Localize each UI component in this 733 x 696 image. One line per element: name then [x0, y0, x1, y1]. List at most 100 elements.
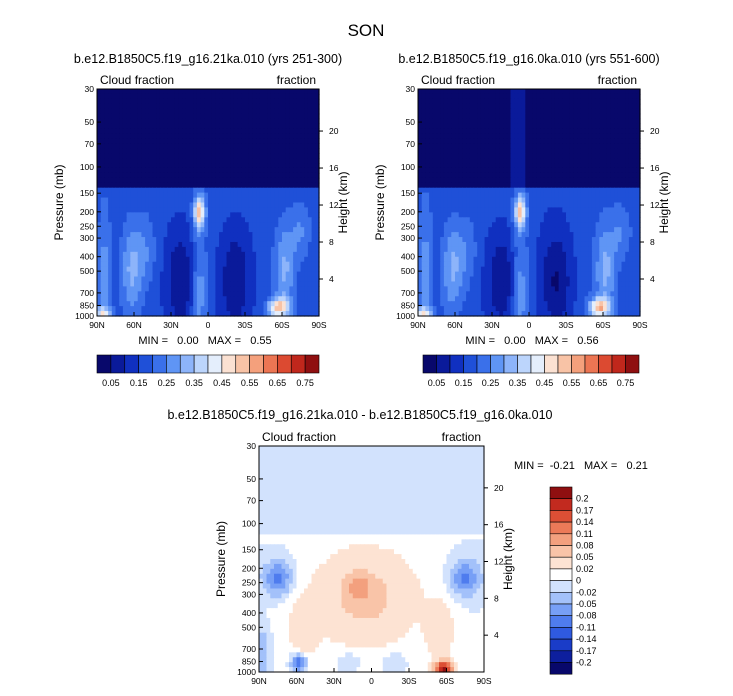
- contour-cell: [248, 222, 253, 228]
- contour-cell: [274, 108, 279, 115]
- contour-cell: [566, 261, 571, 268]
- contour-cell: [159, 246, 165, 253]
- contour-cell: [97, 286, 102, 292]
- contour-cell: [628, 163, 634, 169]
- contour-cell: [529, 163, 534, 169]
- contour-cell: [267, 153, 272, 159]
- contour-cell: [307, 306, 313, 312]
- contour-cell: [517, 232, 523, 238]
- contour-cell: [185, 163, 191, 169]
- contour-cell: [145, 296, 150, 302]
- contour-cell: [432, 256, 438, 263]
- contour-cell: [208, 261, 213, 268]
- contour-cell: [529, 89, 534, 95]
- contour-cell: [566, 202, 571, 209]
- contour-cell: [104, 177, 109, 184]
- contour-cell: [174, 113, 179, 120]
- x-tick-label: 30N: [163, 320, 179, 330]
- contour-cell: [421, 133, 426, 139]
- contour-cell: [248, 153, 253, 159]
- contour-cell: [480, 241, 486, 248]
- contour-cell: [466, 98, 471, 105]
- contour-cell: [200, 128, 205, 135]
- contour-cell: [204, 153, 209, 159]
- contour-cell: [182, 291, 187, 297]
- contour-cell: [315, 128, 320, 135]
- contour-cell: [551, 153, 556, 159]
- contour-cell: [462, 138, 467, 144]
- contour-cell: [274, 192, 279, 199]
- contour-cell: [480, 163, 486, 169]
- contour-cell: [252, 172, 257, 179]
- contour-cell: [200, 286, 205, 292]
- contour-cell: [204, 113, 209, 120]
- contour-cell: [425, 93, 430, 100]
- contour-cell: [300, 237, 305, 243]
- contour-cell: [167, 118, 172, 125]
- contour-cell: [532, 202, 537, 209]
- contour-cell: [219, 133, 224, 139]
- contour-cell: [495, 241, 500, 248]
- contour-cell: [566, 158, 571, 164]
- contour-cell: [137, 158, 142, 164]
- contour-cell: [621, 167, 626, 174]
- contour-cell: [636, 128, 641, 135]
- contour-cell: [469, 251, 475, 258]
- contour-cell: [529, 202, 534, 209]
- contour-cell: [307, 241, 313, 248]
- contour-cell: [148, 118, 154, 125]
- contour-cell: [285, 271, 290, 278]
- contour-cell: [296, 98, 302, 105]
- contour-cell: [141, 182, 146, 189]
- contour-cell: [517, 256, 523, 263]
- contour-cell: [315, 281, 320, 287]
- contour-cell: [429, 261, 434, 268]
- contour-cell: [130, 123, 135, 130]
- contour-cell: [174, 286, 179, 292]
- x-tick-label: 30S: [237, 320, 252, 330]
- contour-cell: [126, 256, 131, 263]
- contour-cell: [100, 291, 105, 297]
- contour-cell: [274, 138, 279, 144]
- contour-cell: [514, 138, 519, 144]
- contour-cell: [182, 296, 187, 302]
- contour-cell: [156, 306, 161, 312]
- contour-cell: [289, 187, 294, 194]
- contour-cell: [137, 98, 142, 105]
- contour-cell: [256, 212, 261, 218]
- contour-cell: [455, 128, 460, 135]
- contour-cell: [421, 207, 426, 213]
- colorbar-swatch: [152, 354, 167, 374]
- contour-cell: [278, 123, 283, 130]
- contour-cell: [248, 113, 253, 120]
- contour-cell: [606, 192, 611, 199]
- contour-cell: [436, 133, 441, 139]
- contour-cell: [517, 251, 523, 258]
- contour-cell: [636, 251, 641, 258]
- contour-cell: [562, 222, 567, 228]
- contour-cell: [466, 163, 471, 169]
- contour-cell: [189, 222, 194, 228]
- contour-cell: [536, 163, 541, 169]
- contour-cell: [185, 138, 191, 144]
- contour-cell: [233, 187, 239, 194]
- contour-cell: [204, 296, 209, 302]
- contour-cell: [506, 167, 512, 174]
- contour-cell: [536, 133, 541, 139]
- contour-cell: [554, 148, 560, 154]
- contour-cell: [458, 118, 463, 125]
- contour-cell: [137, 143, 142, 149]
- contour-cell: [554, 232, 560, 238]
- contour-cell: [315, 276, 320, 283]
- contour-cell: [237, 271, 242, 278]
- contour-cell: [274, 291, 279, 297]
- contour-cell: [466, 197, 471, 204]
- contour-cell: [425, 133, 430, 139]
- contour-cell: [558, 232, 563, 238]
- contour-cell: [115, 232, 120, 238]
- contour-cell: [488, 103, 493, 110]
- colorbar-label: 0.75: [296, 378, 314, 388]
- contour-cell: [603, 197, 608, 204]
- contour-cell: [152, 113, 157, 120]
- contour-cell: [307, 148, 313, 154]
